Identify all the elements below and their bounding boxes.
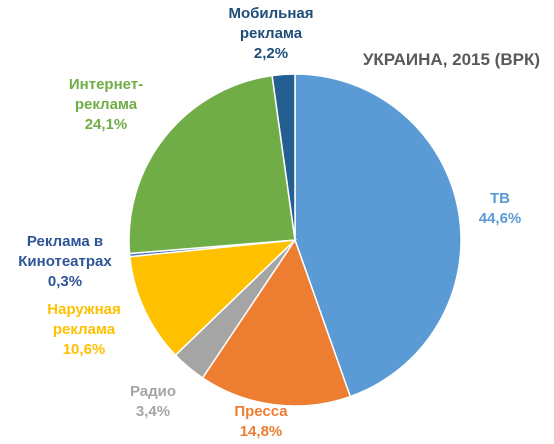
slice-name-label: Реклама в	[27, 233, 103, 250]
pie-slice-1	[201, 238, 352, 407]
pie-slice-3	[129, 239, 298, 357]
slice-name-label: реклама	[240, 25, 303, 42]
pie-slices	[128, 73, 462, 407]
pie-slice-0	[294, 73, 462, 398]
slice-value-label: 3,4%	[136, 403, 170, 420]
slice-name-label: реклама	[53, 321, 116, 338]
slice-name-label: Интернет-	[69, 76, 143, 93]
slice-name-label: Кинотеатрах	[18, 253, 112, 270]
slice-value-label: 0,3%	[48, 273, 82, 290]
slice-value-label: 44,6%	[479, 210, 522, 227]
slice-label-5: Интернет-реклама 24,1%	[69, 76, 143, 133]
slice-name-label: Наружная	[47, 301, 120, 318]
slice-label-6: Мобильная реклама 2,2%	[228, 5, 313, 62]
slice-name-label: Пресса	[234, 403, 288, 420]
slice-value-label: 2,2%	[254, 45, 288, 62]
slice-name-label: Мобильная	[228, 5, 313, 22]
pie-slice-5	[128, 74, 296, 255]
slice-value-label: 24,1%	[85, 116, 128, 133]
slice-value-label: 14,8%	[240, 423, 283, 440]
slice-label-1: Пресса 14,8%	[234, 403, 288, 440]
slice-value-label: 10,6%	[63, 341, 106, 358]
slice-name-label: ТВ	[490, 190, 510, 207]
pie-slice-6	[271, 73, 296, 241]
chart-title: УКРАИНА, 2015 (ВРК)	[363, 50, 540, 69]
slice-label-2: Радио 3,4%	[130, 383, 176, 420]
slice-label-0: ТВ 44,6%	[479, 190, 522, 227]
slice-labels: ТВ 44,6% Пресса 14,8% Радио 3,4% Наружная рекла…	[18, 5, 521, 440]
slice-name-label: Радио	[130, 383, 176, 400]
slice-name-label: реклама	[75, 96, 138, 113]
slice-label-3: Наружная реклама 10,6%	[47, 301, 120, 358]
slice-label-4: Реклама в Кинотеатрах 0,3%	[18, 233, 112, 290]
